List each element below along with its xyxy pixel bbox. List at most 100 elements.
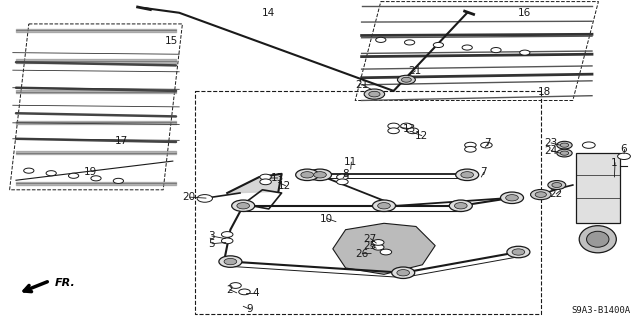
Circle shape	[314, 172, 326, 178]
Text: 13: 13	[403, 123, 416, 134]
Circle shape	[462, 45, 472, 50]
Circle shape	[560, 143, 569, 147]
Polygon shape	[333, 223, 435, 274]
Text: 9: 9	[246, 304, 253, 315]
Circle shape	[221, 232, 233, 237]
Circle shape	[337, 179, 348, 185]
Circle shape	[380, 249, 392, 255]
Circle shape	[520, 50, 530, 55]
Circle shape	[376, 37, 386, 42]
Circle shape	[582, 142, 595, 148]
Circle shape	[401, 77, 412, 82]
Circle shape	[557, 141, 572, 149]
Circle shape	[232, 200, 255, 211]
Text: 15: 15	[165, 36, 178, 46]
Circle shape	[372, 244, 384, 250]
Text: 4: 4	[253, 288, 259, 299]
Text: 7: 7	[484, 138, 491, 148]
Circle shape	[372, 240, 384, 245]
Circle shape	[364, 89, 385, 99]
Circle shape	[531, 189, 551, 200]
Circle shape	[407, 128, 419, 134]
Circle shape	[397, 75, 415, 84]
Circle shape	[369, 91, 380, 97]
Circle shape	[68, 173, 79, 178]
Circle shape	[237, 203, 250, 209]
Text: 20: 20	[182, 192, 195, 202]
Circle shape	[230, 283, 241, 288]
Circle shape	[500, 192, 524, 204]
Circle shape	[24, 168, 34, 173]
Circle shape	[481, 142, 492, 148]
Text: 21: 21	[408, 66, 421, 76]
Text: 2: 2	[226, 285, 232, 295]
Ellipse shape	[579, 226, 616, 253]
Circle shape	[491, 48, 501, 53]
Circle shape	[454, 203, 467, 209]
Text: 12: 12	[278, 181, 291, 191]
Text: 16: 16	[518, 8, 531, 19]
Text: 19: 19	[84, 167, 97, 177]
Circle shape	[404, 40, 415, 45]
Text: 21: 21	[355, 79, 368, 90]
Circle shape	[296, 169, 319, 181]
Text: 5: 5	[208, 239, 214, 249]
Text: 13: 13	[271, 173, 284, 183]
Text: 18: 18	[538, 87, 550, 97]
Ellipse shape	[586, 231, 609, 247]
Text: 25: 25	[364, 241, 376, 251]
Text: 27: 27	[364, 234, 376, 244]
Circle shape	[260, 179, 271, 185]
Text: 22: 22	[549, 189, 562, 199]
Circle shape	[507, 246, 530, 258]
Text: 10: 10	[320, 213, 333, 224]
Circle shape	[433, 42, 444, 48]
Circle shape	[372, 200, 396, 211]
Text: 26: 26	[355, 249, 368, 259]
Circle shape	[219, 256, 242, 267]
Polygon shape	[227, 174, 282, 193]
Circle shape	[224, 258, 237, 265]
Text: 6: 6	[621, 144, 627, 154]
Circle shape	[397, 270, 410, 276]
Text: 24: 24	[544, 145, 557, 156]
Circle shape	[548, 181, 566, 189]
Circle shape	[301, 172, 314, 178]
Circle shape	[449, 200, 472, 211]
Circle shape	[308, 169, 332, 181]
Circle shape	[535, 192, 547, 197]
Circle shape	[113, 178, 124, 183]
Circle shape	[557, 149, 572, 157]
Circle shape	[337, 174, 348, 180]
Circle shape	[560, 151, 569, 155]
Circle shape	[260, 174, 271, 180]
Text: 3: 3	[208, 231, 214, 241]
Circle shape	[388, 123, 399, 129]
Circle shape	[388, 128, 399, 134]
Circle shape	[378, 203, 390, 209]
Text: 11: 11	[344, 157, 357, 167]
Circle shape	[506, 195, 518, 201]
FancyBboxPatch shape	[576, 153, 620, 223]
Circle shape	[197, 195, 212, 202]
Text: 14: 14	[262, 8, 275, 19]
Circle shape	[401, 123, 412, 129]
Circle shape	[239, 289, 250, 295]
Circle shape	[512, 249, 525, 255]
Text: 17: 17	[115, 136, 128, 146]
Text: 1: 1	[611, 158, 618, 168]
Circle shape	[456, 169, 479, 181]
Circle shape	[618, 153, 630, 160]
Text: FR.: FR.	[55, 278, 76, 288]
Circle shape	[465, 146, 476, 152]
Circle shape	[465, 142, 476, 148]
Circle shape	[552, 182, 562, 188]
Text: 7: 7	[480, 167, 486, 177]
Text: S9A3-B1400A: S9A3-B1400A	[572, 306, 630, 315]
Text: 23: 23	[544, 138, 557, 148]
Circle shape	[221, 238, 233, 244]
Text: 12: 12	[415, 130, 428, 141]
Text: 8: 8	[342, 169, 349, 179]
Circle shape	[91, 176, 101, 181]
Circle shape	[46, 171, 56, 176]
